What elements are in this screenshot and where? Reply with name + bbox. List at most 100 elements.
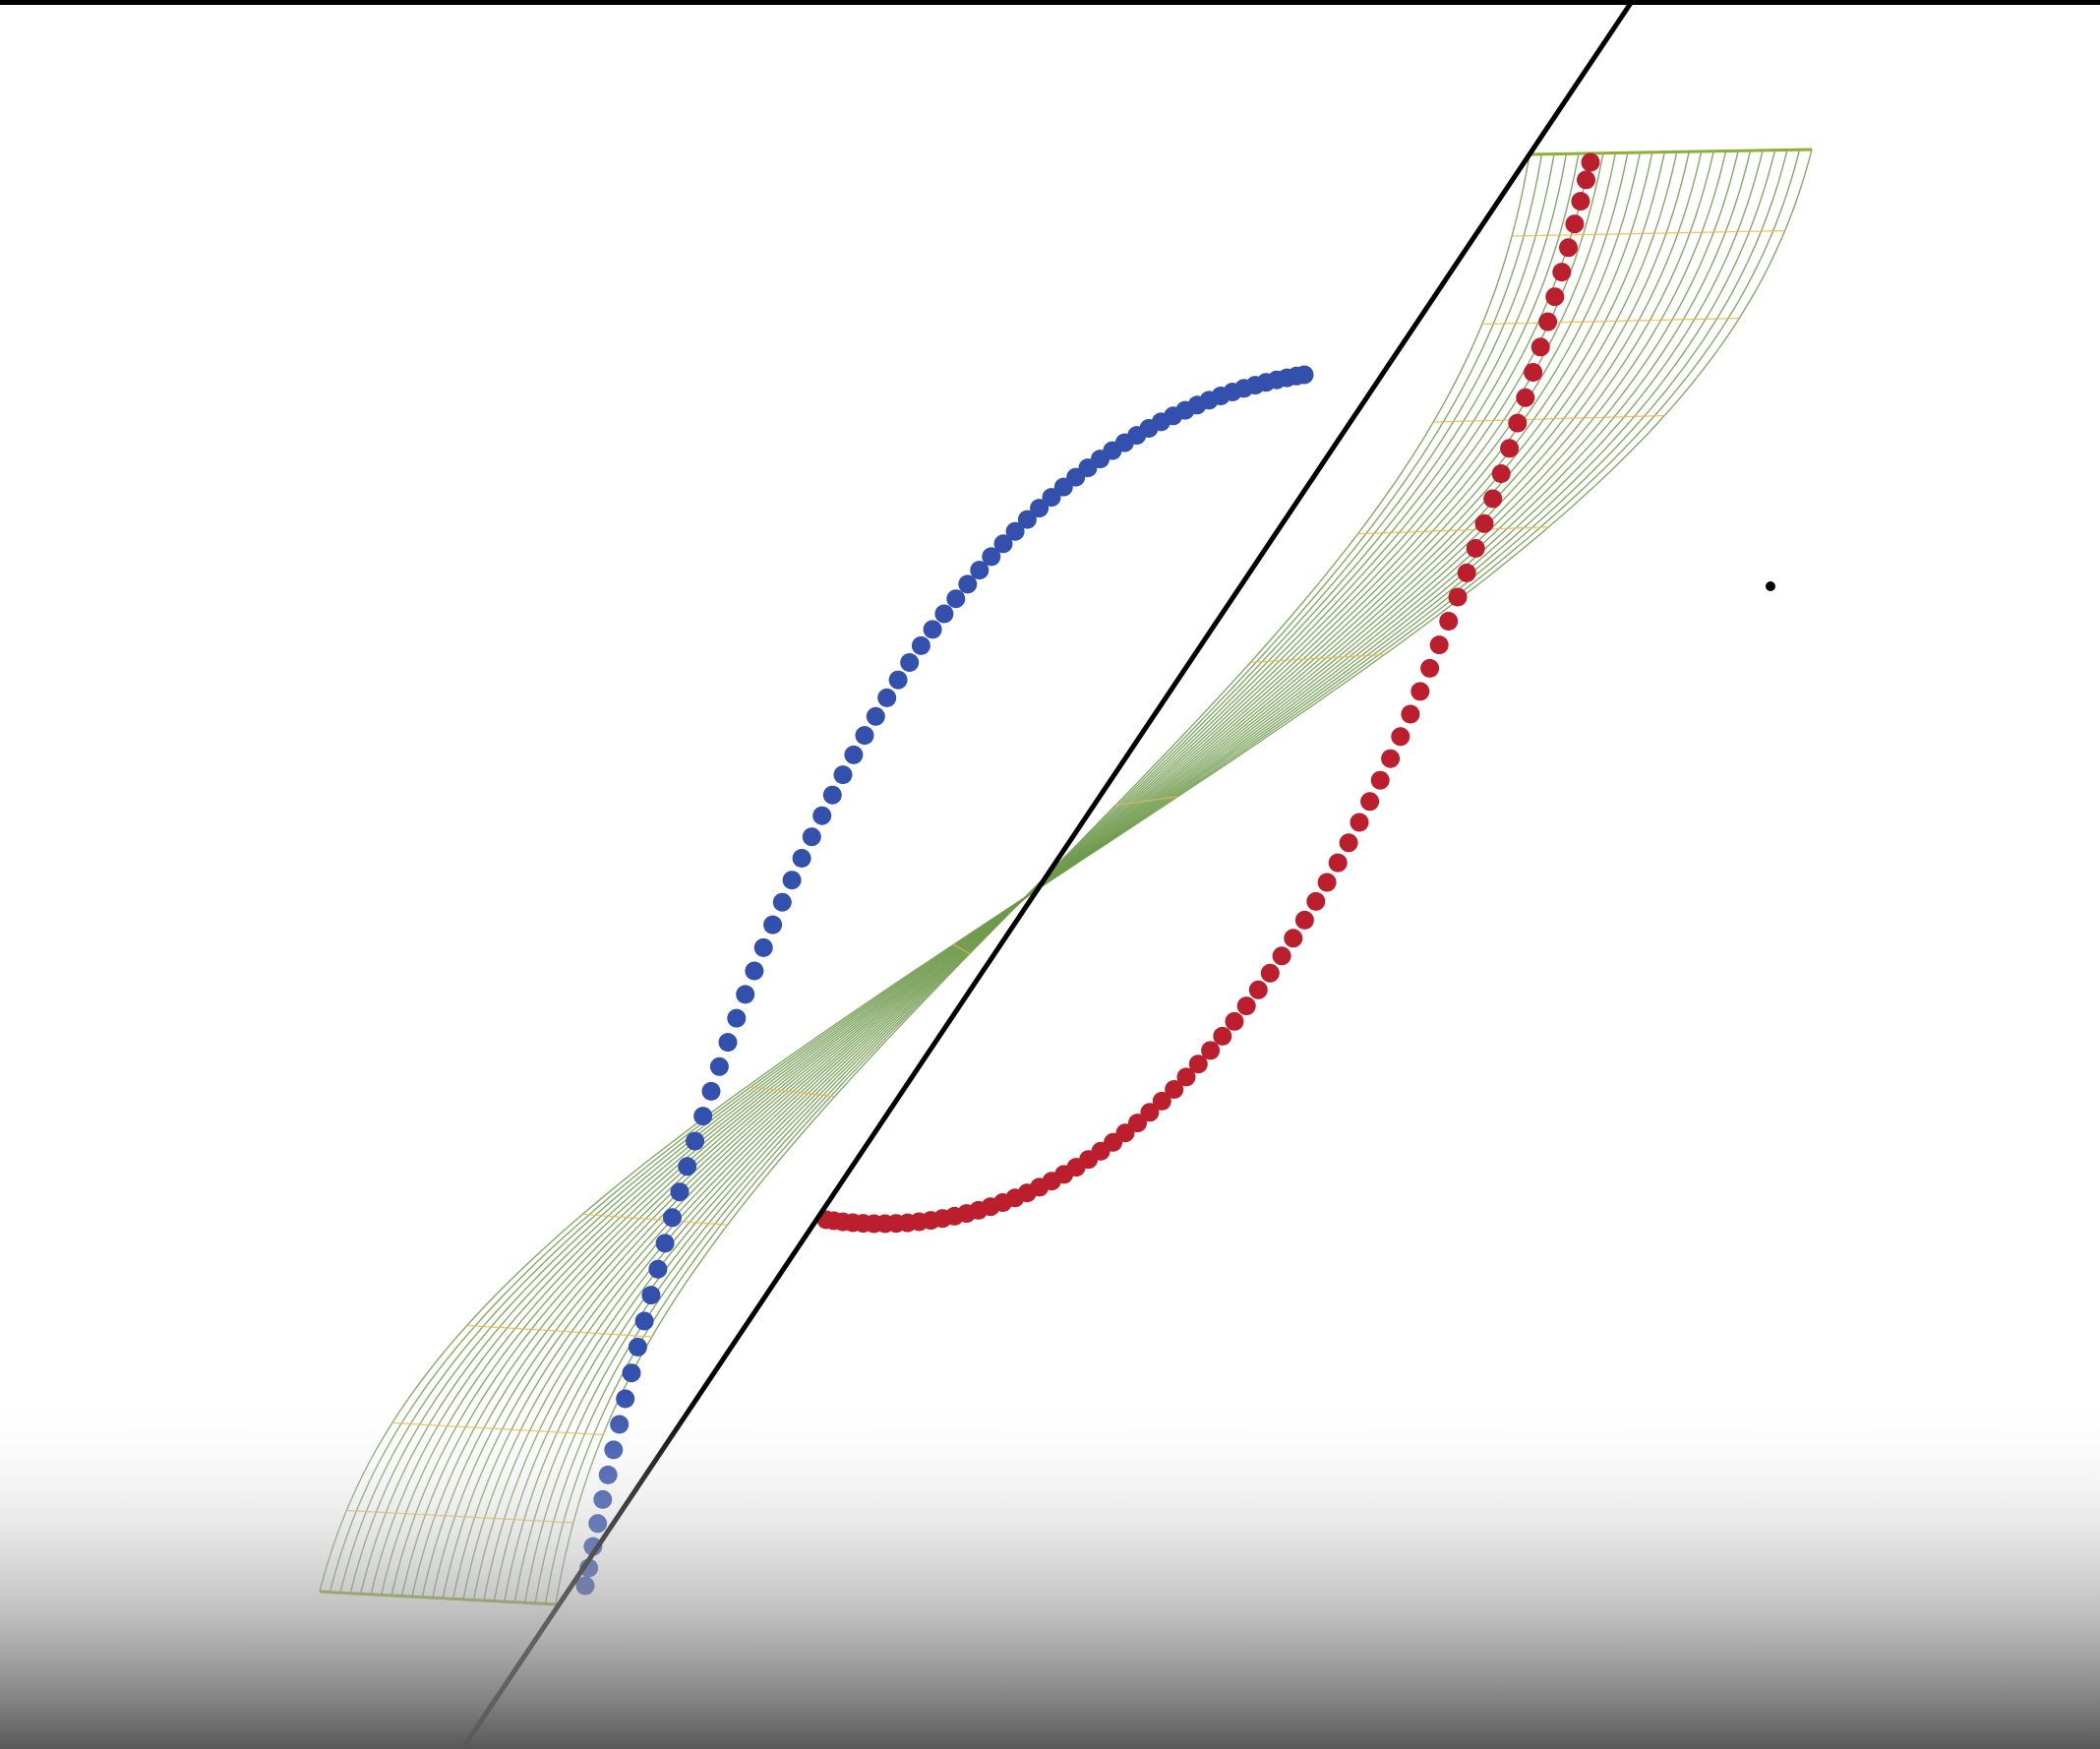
red-point [1213, 1026, 1232, 1046]
red-point [1370, 770, 1390, 790]
red-point [1306, 891, 1326, 911]
blue-point [782, 871, 802, 890]
blue-point [792, 849, 811, 868]
blue-point [1030, 499, 1050, 518]
surface-cross-line [1115, 796, 1178, 807]
blue-point [772, 892, 792, 912]
surface-cross-line [466, 1324, 652, 1338]
blue-point [877, 688, 897, 707]
red-point [1538, 312, 1558, 332]
blue-point [833, 765, 853, 785]
blue-point [958, 574, 978, 594]
blue-point [628, 1337, 647, 1357]
red-point [1508, 413, 1528, 433]
red-point [1339, 833, 1358, 853]
blue-point [622, 1363, 641, 1383]
blue-point [641, 1286, 661, 1305]
red-point [1317, 873, 1337, 892]
red-point [1401, 704, 1420, 724]
blue-point [745, 961, 764, 981]
blue-point [736, 985, 755, 1004]
red-point [1577, 170, 1595, 190]
red-point [1524, 363, 1543, 382]
red-point [1201, 1041, 1221, 1060]
blue-point [866, 706, 885, 726]
surface-cross-line [747, 1085, 835, 1098]
red-point [1248, 980, 1268, 999]
blue-point [970, 561, 990, 580]
red-point [1491, 464, 1511, 483]
blue-point-curve [575, 365, 1314, 1596]
red-point [1381, 749, 1401, 768]
red-point-curve [816, 152, 1600, 1234]
red-point [1284, 929, 1303, 948]
blue-point [855, 726, 874, 746]
blue-point [1294, 365, 1314, 385]
surface-cross-line [1512, 229, 1785, 237]
red-point [1439, 612, 1459, 631]
red-point [1474, 513, 1494, 533]
blue-point [727, 1008, 747, 1028]
blue-point [946, 589, 966, 609]
red-point [1483, 489, 1503, 509]
red-point [1581, 152, 1600, 172]
red-point [1152, 1091, 1171, 1111]
blue-point [648, 1259, 668, 1279]
red-point [1571, 192, 1590, 211]
blue-point [663, 1208, 682, 1228]
blue-point [718, 1033, 738, 1053]
red-point [1516, 388, 1535, 407]
marker-dot [1766, 581, 1775, 591]
blue-point [802, 827, 821, 847]
red-point [1294, 910, 1314, 930]
blue-point [923, 620, 942, 639]
red-point [1188, 1055, 1208, 1074]
surface-cross-line [953, 943, 971, 955]
red-point [1350, 813, 1369, 832]
red-point [1500, 439, 1520, 458]
red-point [1328, 853, 1348, 873]
blue-point [709, 1056, 729, 1076]
red-point [1260, 963, 1280, 983]
red-point [1410, 682, 1430, 701]
surface-cross-line [1481, 317, 1740, 326]
red-point [1360, 792, 1380, 812]
surface-cross-line [582, 1213, 728, 1226]
red-point [1225, 1011, 1244, 1031]
red-point [1552, 263, 1572, 282]
surface-edge [1529, 148, 1813, 156]
red-point [1545, 287, 1565, 307]
blue-point [1005, 521, 1025, 541]
surface-cross-line [1250, 653, 1385, 663]
blue-point [763, 915, 783, 935]
blue-point [911, 635, 930, 655]
blue-point [812, 806, 832, 825]
blue-point [693, 1107, 713, 1126]
blue-point [670, 1182, 690, 1202]
top-border [0, 0, 2100, 5]
red-point [1565, 214, 1585, 234]
red-point [1272, 946, 1291, 966]
blue-point [900, 653, 920, 672]
blue-point [753, 937, 773, 957]
red-point [1429, 635, 1449, 655]
red-point [1466, 539, 1485, 558]
red-point [1457, 563, 1476, 582]
blue-point [655, 1234, 675, 1253]
surface-cross-line [1357, 526, 1549, 535]
blue-point [844, 745, 864, 764]
red-point [1448, 587, 1468, 607]
blue-point [982, 547, 1001, 567]
red-point [1530, 337, 1550, 357]
red-point [1559, 238, 1578, 258]
blue-point [634, 1311, 654, 1331]
red-point [1420, 658, 1440, 678]
blue-point [934, 604, 954, 624]
blue-point [993, 534, 1013, 554]
red-point [1165, 1080, 1184, 1099]
blue-point [678, 1157, 697, 1176]
blue-point [1017, 510, 1037, 529]
blue-point [888, 670, 908, 690]
blue-point [701, 1081, 721, 1101]
